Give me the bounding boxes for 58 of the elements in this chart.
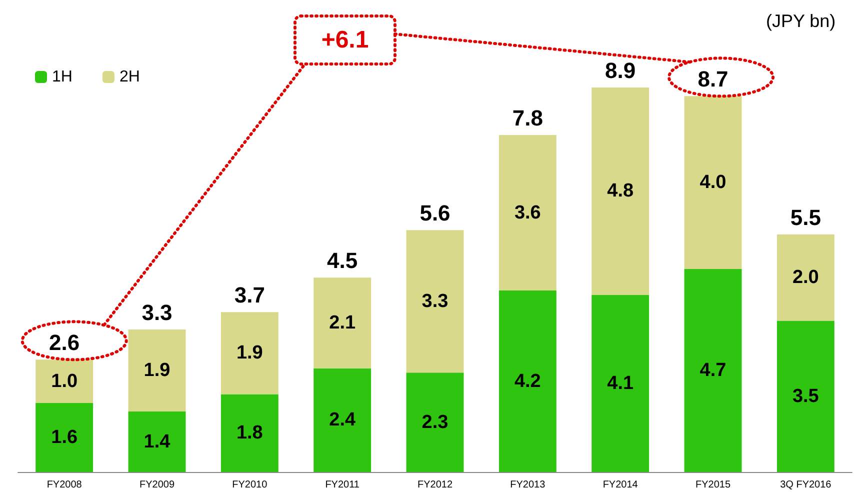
bar bbox=[406, 230, 464, 373]
bar bbox=[684, 268, 742, 472]
bar bbox=[776, 234, 834, 321]
total-label: 3.7 bbox=[234, 282, 265, 308]
bar bbox=[684, 96, 742, 269]
x-tick-label: FY2011 bbox=[325, 480, 360, 490]
bar bbox=[36, 360, 94, 403]
data-label: 1.9 bbox=[144, 360, 170, 381]
total-label: 5.6 bbox=[420, 200, 450, 226]
bar bbox=[220, 394, 278, 472]
bar bbox=[592, 294, 650, 472]
data-label: 3.3 bbox=[422, 290, 448, 312]
total-label: 8.7 bbox=[698, 66, 728, 92]
data-label: 1.9 bbox=[236, 342, 263, 364]
data-label: 4.2 bbox=[514, 370, 541, 392]
total-label: 7.8 bbox=[512, 106, 543, 131]
bar bbox=[498, 135, 556, 291]
bar bbox=[36, 402, 94, 472]
total-label: 4.5 bbox=[327, 248, 358, 274]
data-label: 4.8 bbox=[607, 180, 634, 202]
data-label: 3.6 bbox=[514, 202, 541, 224]
data-label: 1.8 bbox=[236, 422, 263, 444]
bar bbox=[314, 278, 372, 368]
total-label: 8.9 bbox=[605, 58, 636, 84]
bar bbox=[314, 368, 372, 472]
data-label: 4.0 bbox=[700, 172, 726, 194]
data-label: 1.0 bbox=[51, 370, 78, 392]
data-label: 1.6 bbox=[51, 426, 78, 448]
bar bbox=[406, 372, 464, 472]
total-label: 5.5 bbox=[790, 204, 821, 230]
bar bbox=[776, 320, 834, 472]
x-tick-label: FY2010 bbox=[232, 480, 268, 490]
text: (JPY bn) bbox=[766, 11, 836, 31]
x-tick-label: 3Q FY2016 bbox=[780, 480, 832, 490]
x-tick-label: FY2012 bbox=[417, 480, 453, 490]
legend-label: 2H bbox=[119, 68, 140, 86]
x-tick-label: FY2015 bbox=[695, 480, 731, 490]
x-tick-label: FY2013 bbox=[510, 480, 546, 490]
data-label: 4.7 bbox=[700, 360, 726, 381]
bar bbox=[498, 290, 556, 472]
total-label: 2.6 bbox=[49, 330, 80, 356]
x-tick-label: FY2008 bbox=[46, 480, 82, 490]
data-label: 2.0 bbox=[792, 267, 819, 288]
data-label: 2.3 bbox=[422, 412, 448, 433]
total-label: 3.3 bbox=[142, 300, 172, 325]
bar bbox=[592, 88, 650, 295]
x-tick-label: FY2009 bbox=[139, 480, 175, 490]
data-label: 1.4 bbox=[144, 431, 171, 452]
data-label: 2.1 bbox=[329, 312, 356, 334]
data-label: 2.4 bbox=[329, 410, 356, 431]
data-label: 4.1 bbox=[607, 372, 634, 394]
text: +6.1 bbox=[321, 26, 369, 54]
bar bbox=[128, 329, 186, 412]
bar bbox=[220, 312, 278, 394]
data-label: 3.5 bbox=[792, 386, 820, 407]
bar bbox=[128, 412, 186, 472]
legend-label: 1H bbox=[52, 68, 72, 86]
x-tick-label: FY2014 bbox=[602, 480, 638, 490]
